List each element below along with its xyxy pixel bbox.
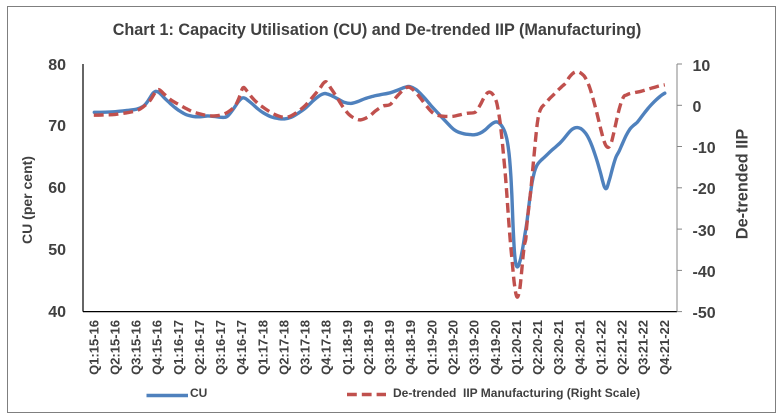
svg-text:Q2:21-22: Q2:21-22 <box>615 320 630 375</box>
svg-text:Q2:20-21: Q2:20-21 <box>530 320 545 375</box>
svg-text:Q4:16-17: Q4:16-17 <box>234 320 249 375</box>
svg-text:Q1:15-16: Q1:15-16 <box>86 320 101 375</box>
svg-text:Q4:19-20: Q4:19-20 <box>488 320 503 375</box>
svg-text:Q4:20-21: Q4:20-21 <box>572 320 587 375</box>
svg-text:Q2:16-17: Q2:16-17 <box>192 320 207 375</box>
svg-text:Q2:19-20: Q2:19-20 <box>446 320 461 375</box>
svg-text:Q1:18-19: Q1:18-19 <box>340 320 355 375</box>
svg-text:Q3:17-18: Q3:17-18 <box>298 320 313 375</box>
svg-text:Q1:21-22: Q1:21-22 <box>593 320 608 375</box>
svg-text:Q2:17-18: Q2:17-18 <box>277 320 292 375</box>
svg-text:Q4:21-22: Q4:21-22 <box>657 320 672 375</box>
svg-text:Q1:17-18: Q1:17-18 <box>255 320 270 375</box>
svg-text:Q3:19-20: Q3:19-20 <box>467 320 482 375</box>
svg-text:Q3:16-17: Q3:16-17 <box>213 320 228 375</box>
svg-text:Q3:21-22: Q3:21-22 <box>636 320 651 375</box>
svg-text:Q4:15-16: Q4:15-16 <box>150 320 165 375</box>
svg-text:Q3:15-16: Q3:15-16 <box>129 320 144 375</box>
svg-text:Q2:15-16: Q2:15-16 <box>107 320 122 375</box>
svg-text:Q3:18-19: Q3:18-19 <box>382 320 397 375</box>
svg-text:Q4:17-18: Q4:17-18 <box>319 320 334 375</box>
svg-text:Q2:18-19: Q2:18-19 <box>361 320 376 375</box>
svg-text:Q4:18-19: Q4:18-19 <box>403 320 418 375</box>
svg-text:Q1:16-17: Q1:16-17 <box>171 320 186 375</box>
svg-text:Q3:20-21: Q3:20-21 <box>551 320 566 375</box>
svg-text:Q1:19-20: Q1:19-20 <box>424 320 439 375</box>
svg-text:Q1:20-21: Q1:20-21 <box>509 320 524 375</box>
